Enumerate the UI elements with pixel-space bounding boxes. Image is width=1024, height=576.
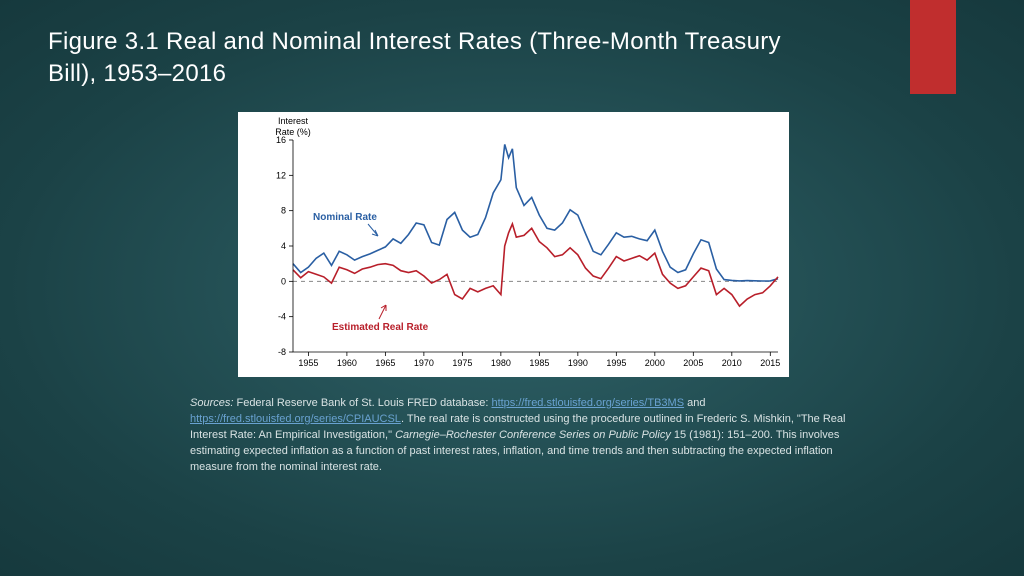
y-axis-title-1: Interest xyxy=(278,116,309,126)
y-axis-title-2: Rate (%) xyxy=(275,127,311,137)
nominal-rate-label: Nominal Rate xyxy=(313,212,377,223)
svg-text:1985: 1985 xyxy=(529,358,549,368)
svg-text:1980: 1980 xyxy=(491,358,511,368)
slide-title: Figure 3.1 Real and Nominal Interest Rat… xyxy=(48,26,808,91)
real-rate-label: Estimated Real Rate xyxy=(332,322,429,333)
svg-text:1955: 1955 xyxy=(298,358,318,368)
svg-text:1995: 1995 xyxy=(606,358,626,368)
sources-link-2[interactable]: https://fred.stlouisfed.org/series/CPIAU… xyxy=(190,413,401,425)
chart-container: -8-40481216 1955196019651970197519801985… xyxy=(238,112,789,377)
sources-t2: and xyxy=(684,397,705,409)
sources-t1: Federal Reserve Bank of St. Louis FRED d… xyxy=(233,397,491,409)
svg-text:8: 8 xyxy=(281,206,286,216)
svg-text:2010: 2010 xyxy=(722,358,742,368)
sources-text: Sources: Federal Reserve Bank of St. Lou… xyxy=(190,396,870,476)
sources-lead: Sources: xyxy=(190,397,233,409)
nominal-arrow-icon xyxy=(368,224,378,236)
svg-text:1970: 1970 xyxy=(414,358,434,368)
svg-text:-4: -4 xyxy=(278,312,286,322)
accent-tab xyxy=(910,0,956,94)
real-rate-line xyxy=(293,224,778,306)
svg-text:1965: 1965 xyxy=(375,358,395,368)
line-chart: -8-40481216 1955196019651970197519801985… xyxy=(238,112,789,377)
axis-lines xyxy=(293,140,778,352)
svg-text:12: 12 xyxy=(276,170,286,180)
svg-text:1960: 1960 xyxy=(337,358,357,368)
svg-text:2005: 2005 xyxy=(683,358,703,368)
svg-text:0: 0 xyxy=(281,276,286,286)
svg-text:4: 4 xyxy=(281,241,286,251)
svg-text:2000: 2000 xyxy=(645,358,665,368)
svg-text:1975: 1975 xyxy=(452,358,472,368)
svg-text:-8: -8 xyxy=(278,347,286,357)
svg-text:2015: 2015 xyxy=(760,358,780,368)
sources-link-1[interactable]: https://fred.stlouisfed.org/series/TB3MS xyxy=(491,397,684,409)
sources-journal: Carnegie–Rochester Conference Series on … xyxy=(395,429,671,441)
real-arrow-icon xyxy=(379,305,386,319)
svg-text:1990: 1990 xyxy=(568,358,588,368)
